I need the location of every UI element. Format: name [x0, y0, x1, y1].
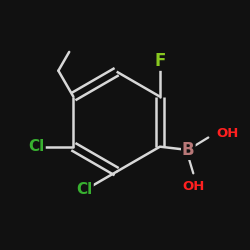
- Text: F: F: [154, 52, 166, 70]
- Text: Cl: Cl: [28, 139, 45, 154]
- Text: OH: OH: [182, 180, 204, 193]
- Text: B: B: [182, 141, 194, 159]
- Text: Cl: Cl: [76, 182, 93, 197]
- Text: OH: OH: [217, 127, 239, 140]
